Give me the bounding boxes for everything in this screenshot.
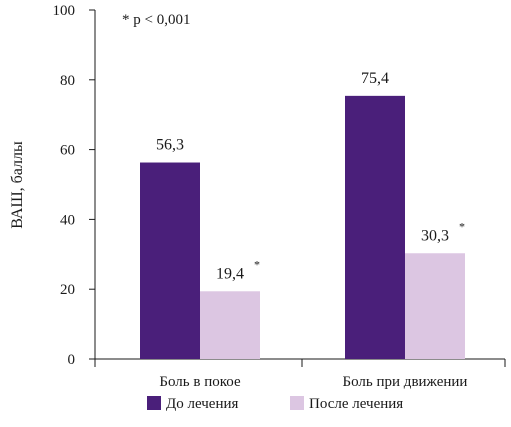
legend-swatch	[290, 396, 304, 410]
significance-star: *	[254, 257, 260, 271]
x-category-label: Боль при движении	[343, 374, 468, 390]
legend-label: До лечения	[166, 396, 239, 412]
bar-after-treatment	[405, 253, 465, 359]
bar-value-label: 30,3	[421, 227, 449, 244]
y-tick-label: 100	[53, 3, 76, 19]
x-category-label: Боль в покое	[159, 374, 241, 390]
y-axis-title: ВАШ, баллы	[9, 141, 26, 229]
y-tick-label: 40	[60, 212, 75, 228]
y-tick-label: 0	[68, 352, 76, 368]
bar-value-label: 56,3	[156, 137, 184, 154]
y-tick-label: 20	[60, 282, 75, 298]
bars	[140, 95, 465, 359]
bar-after-treatment	[200, 291, 260, 359]
bar-value-label: 75,4	[361, 70, 389, 87]
significance-star: *	[459, 219, 465, 233]
y-tick-label: 80	[60, 73, 75, 89]
legend-swatch	[147, 396, 161, 410]
bar-before-treatment	[345, 95, 405, 359]
bar-before-treatment	[140, 162, 200, 359]
y-tick-label: 60	[60, 143, 75, 159]
legend: До лечения После лечения	[147, 396, 403, 412]
legend-label: После лечения	[309, 396, 403, 412]
significance-note: * p < 0,001	[122, 12, 190, 28]
bar-value-label: 19,4	[216, 265, 244, 282]
text-layer: ВАШ, баллы * p < 0,001 56,3 19,4 * Боль в пок…	[9, 12, 467, 390]
